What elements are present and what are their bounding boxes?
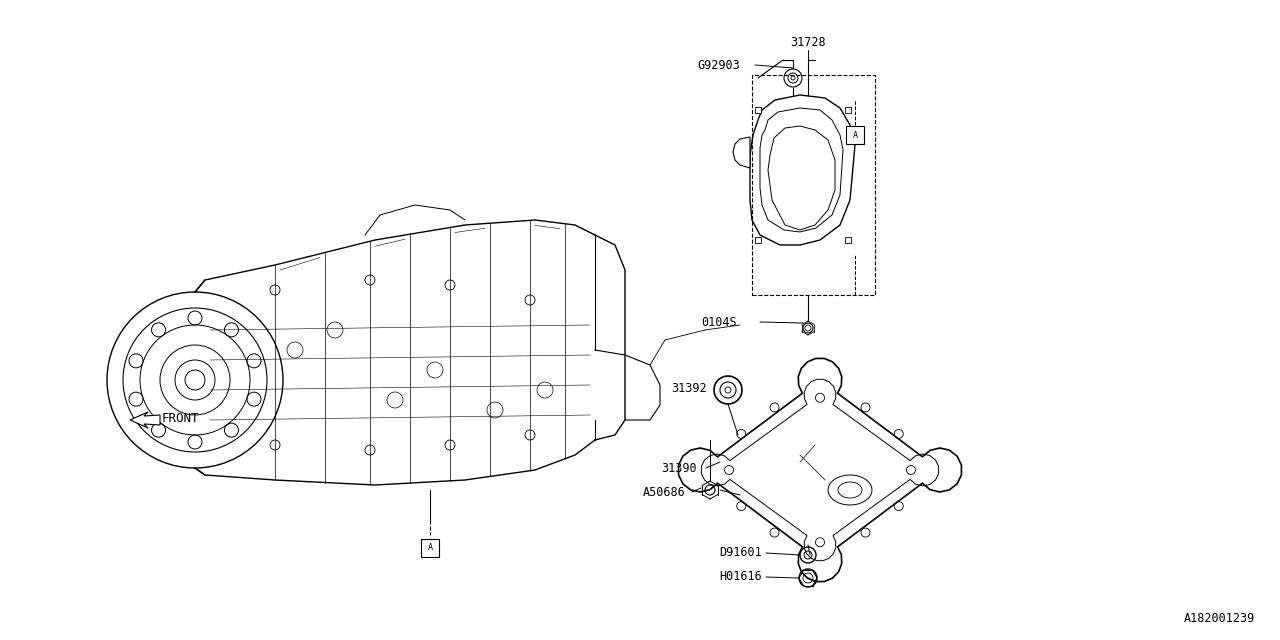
Text: A182001239: A182001239 bbox=[1184, 612, 1254, 625]
Polygon shape bbox=[678, 358, 961, 582]
Polygon shape bbox=[750, 95, 855, 245]
Bar bbox=[755, 237, 762, 243]
Text: 31392: 31392 bbox=[672, 381, 707, 394]
Bar bbox=[755, 107, 762, 113]
Polygon shape bbox=[733, 137, 750, 168]
Bar bbox=[753, 75, 876, 295]
Text: FRONT: FRONT bbox=[163, 412, 200, 424]
Text: A: A bbox=[428, 543, 433, 552]
Bar bbox=[845, 107, 851, 113]
Text: H01616: H01616 bbox=[719, 570, 762, 584]
Text: A50686: A50686 bbox=[644, 486, 686, 499]
Text: 31390: 31390 bbox=[662, 461, 698, 474]
Text: D91601: D91601 bbox=[719, 547, 762, 559]
Text: G92903: G92903 bbox=[698, 58, 740, 72]
Bar bbox=[421, 539, 439, 557]
Bar bbox=[845, 237, 851, 243]
Text: 0104S: 0104S bbox=[701, 316, 737, 328]
Text: A: A bbox=[852, 131, 858, 140]
Bar bbox=[846, 126, 864, 144]
Text: 31728: 31728 bbox=[790, 35, 826, 49]
Polygon shape bbox=[131, 412, 160, 428]
